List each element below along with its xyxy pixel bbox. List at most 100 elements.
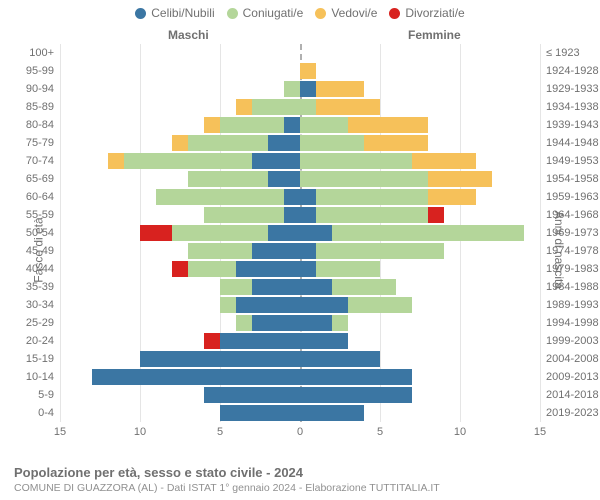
bar-segment — [220, 405, 300, 421]
bar-segment — [348, 297, 412, 313]
legend-label: Coniugati/e — [243, 6, 304, 20]
bar-segment — [348, 117, 428, 133]
bar-segment — [268, 135, 300, 151]
age-label: 45-49 — [4, 245, 60, 257]
bar-segment — [300, 243, 316, 259]
birth-year-label: 1934-1938 — [540, 101, 598, 113]
bar-segment — [268, 225, 300, 241]
age-row: 25-291994-1998 — [60, 314, 540, 332]
bar-segment — [300, 405, 364, 421]
age-label: 65-69 — [4, 173, 60, 185]
bar-segment — [300, 207, 316, 223]
legend-label: Vedovi/e — [331, 6, 377, 20]
legend-item: Divorziati/e — [389, 6, 464, 20]
birth-year-label: 1984-1988 — [540, 281, 598, 293]
bar-segment — [300, 387, 412, 403]
birth-year-label: ≤ 1923 — [540, 47, 598, 59]
age-row: 85-891934-1938 — [60, 98, 540, 116]
bar-segment — [188, 135, 268, 151]
bar-segment — [316, 189, 428, 205]
bar-segment — [332, 279, 396, 295]
bar-segment — [300, 63, 316, 79]
bar-segment — [284, 117, 300, 133]
bar-segment — [300, 333, 348, 349]
age-label: 60-64 — [4, 191, 60, 203]
x-tick: 5 — [217, 426, 223, 438]
bar-segment — [364, 135, 428, 151]
bar-segment — [300, 117, 348, 133]
bar-segment — [188, 171, 268, 187]
bar-segment — [300, 153, 412, 169]
birth-year-label: 1944-1948 — [540, 137, 598, 149]
bar-segment — [252, 153, 300, 169]
age-row: 55-591964-1968 — [60, 206, 540, 224]
legend-item: Celibi/Nubili — [135, 6, 214, 20]
age-row: 95-991924-1928 — [60, 62, 540, 80]
bar-segment — [92, 369, 300, 385]
bar-segment — [316, 243, 444, 259]
age-row: 45-491974-1978 — [60, 242, 540, 260]
x-tick: 5 — [377, 426, 383, 438]
bar-segment — [172, 135, 188, 151]
bar-segment — [332, 225, 524, 241]
bar-segment — [300, 279, 332, 295]
bar-segment — [188, 243, 252, 259]
age-label: 70-74 — [4, 155, 60, 167]
age-row: 50-541969-1973 — [60, 224, 540, 242]
bar-segment — [140, 351, 300, 367]
male-title: Maschi — [168, 28, 209, 42]
bar-segment — [172, 261, 188, 277]
birth-year-label: 1969-1973 — [540, 227, 598, 239]
bar-segment — [236, 99, 252, 115]
bar-segment — [332, 315, 348, 331]
birth-year-label: 1959-1963 — [540, 191, 598, 203]
bar-segment — [428, 171, 492, 187]
bar-segment — [428, 207, 444, 223]
bar-segment — [300, 81, 316, 97]
birth-year-label: 1964-1968 — [540, 209, 598, 221]
bar-segment — [300, 315, 332, 331]
bar-segment — [188, 261, 236, 277]
age-label: 95-99 — [4, 65, 60, 77]
bar-segment — [108, 153, 124, 169]
bar-segment — [236, 261, 300, 277]
x-tick: 0 — [297, 426, 303, 438]
age-label: 90-94 — [4, 83, 60, 95]
birth-year-label: 1999-2003 — [540, 335, 598, 347]
age-row: 35-391984-1988 — [60, 278, 540, 296]
legend-label: Divorziati/e — [405, 6, 464, 20]
bar-segment — [252, 279, 300, 295]
age-label: 15-19 — [4, 353, 60, 365]
bar-segment — [268, 171, 300, 187]
bar-segment — [124, 153, 252, 169]
birth-year-label: 1939-1943 — [540, 119, 598, 131]
birth-year-label: 2009-2013 — [540, 371, 598, 383]
bar-segment — [140, 225, 172, 241]
age-label: 100+ — [4, 47, 60, 59]
bar-segment — [220, 297, 236, 313]
age-label: 10-14 — [4, 371, 60, 383]
birth-year-label: 2019-2023 — [540, 407, 598, 419]
birth-year-label: 1989-1993 — [540, 299, 598, 311]
chart-rows: 100+≤ 192395-991924-192890-941929-193385… — [60, 44, 540, 422]
plot-area: 100+≤ 192395-991924-192890-941929-193385… — [60, 44, 540, 444]
female-title: Femmine — [408, 28, 461, 42]
bar-segment — [236, 297, 300, 313]
age-row: 80-841939-1943 — [60, 116, 540, 134]
x-tick: 15 — [54, 426, 66, 438]
bar-segment — [252, 243, 300, 259]
age-row: 75-791944-1948 — [60, 134, 540, 152]
birth-year-label: 2014-2018 — [540, 389, 598, 401]
chart-title: Popolazione per età, sesso e stato civil… — [14, 465, 590, 480]
bar-segment — [300, 297, 348, 313]
bar-segment — [204, 387, 300, 403]
x-axis: 15105051015 — [60, 422, 540, 444]
bar-segment — [252, 99, 300, 115]
age-label: 40-44 — [4, 263, 60, 275]
bar-segment — [236, 315, 252, 331]
bar-segment — [428, 189, 476, 205]
bar-segment — [316, 207, 428, 223]
bar-segment — [412, 153, 476, 169]
age-row: 30-341989-1993 — [60, 296, 540, 314]
age-row: 0-42019-2023 — [60, 404, 540, 422]
